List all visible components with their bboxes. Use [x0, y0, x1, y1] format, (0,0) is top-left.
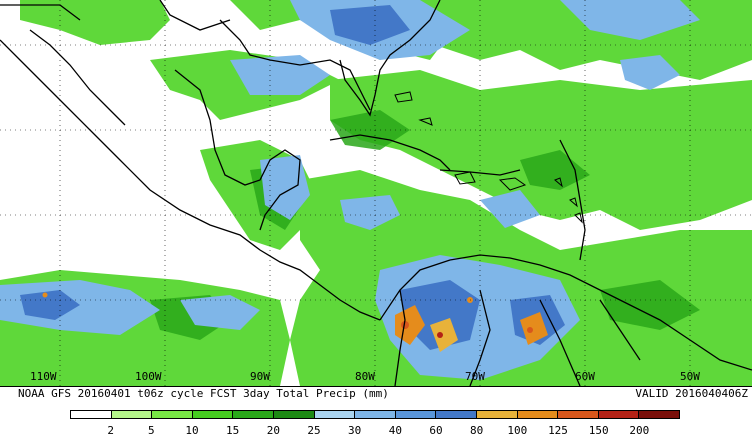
legend-label: 80 — [470, 424, 484, 437]
legend-label: 30 — [348, 424, 362, 437]
lon-label: 80W — [355, 370, 375, 383]
coastlines — [0, 0, 752, 386]
legend-swatch — [111, 411, 153, 418]
legend-swatch — [517, 411, 559, 418]
color-legend: 2 5 10 15 20 25 30 40 60 80 100 125 150 200 — [70, 410, 680, 438]
lon-label: 90W — [250, 370, 270, 383]
legend-swatch — [192, 411, 234, 418]
legend-label: 2 — [107, 424, 114, 437]
legend-label: 200 — [629, 424, 650, 437]
legend-label: 150 — [588, 424, 609, 437]
legend-swatch — [314, 411, 356, 418]
legend-swatch — [558, 411, 599, 418]
legend-swatch — [436, 411, 477, 418]
legend-swatch — [233, 411, 274, 418]
legend-label: 25 — [307, 424, 321, 437]
lon-label: 60W — [575, 370, 595, 383]
legend-labels: 2 5 10 15 20 25 30 40 60 80 100 125 150 200 — [70, 424, 680, 438]
caption-title: NOAA GFS 20160401 t06z cycle FCST 3day T… — [18, 387, 389, 400]
legend-label: 40 — [388, 424, 402, 437]
legend-label: 10 — [185, 424, 199, 437]
islands — [394, 91, 583, 224]
precip-darkblue-areas — [20, 5, 565, 350]
legend-swatch — [71, 411, 112, 418]
lon-label: 110W — [30, 370, 57, 383]
legend-swatch — [355, 411, 396, 418]
legend-label: 125 — [548, 424, 568, 437]
caption-valid: VALID 2016040406Z — [635, 387, 748, 400]
precip-map: 110W 100W 90W 80W 70W 60W 50W — [0, 0, 752, 386]
legend-swatch — [152, 411, 193, 418]
legend-swatch — [598, 411, 640, 418]
legend-label: 100 — [507, 424, 528, 437]
lat-lon-grid — [0, 0, 752, 386]
legend-label: 60 — [429, 424, 443, 437]
legend-swatch — [639, 411, 679, 418]
legend-color-bar — [70, 410, 680, 419]
legend-swatch — [395, 411, 437, 418]
lon-labels: 110W 100W 90W 80W 70W 60W 50W — [30, 370, 700, 383]
lon-label: 100W — [135, 370, 162, 383]
legend-label: 20 — [266, 424, 280, 437]
legend-label: 15 — [226, 424, 240, 437]
legend-label: 5 — [148, 424, 155, 437]
legend-swatch — [273, 411, 315, 418]
lon-label: 50W — [680, 370, 700, 383]
legend-swatch — [476, 411, 518, 418]
lon-label: 70W — [465, 370, 485, 383]
map-caption: NOAA GFS 20160401 t06z cycle FCST 3day T… — [0, 386, 752, 401]
